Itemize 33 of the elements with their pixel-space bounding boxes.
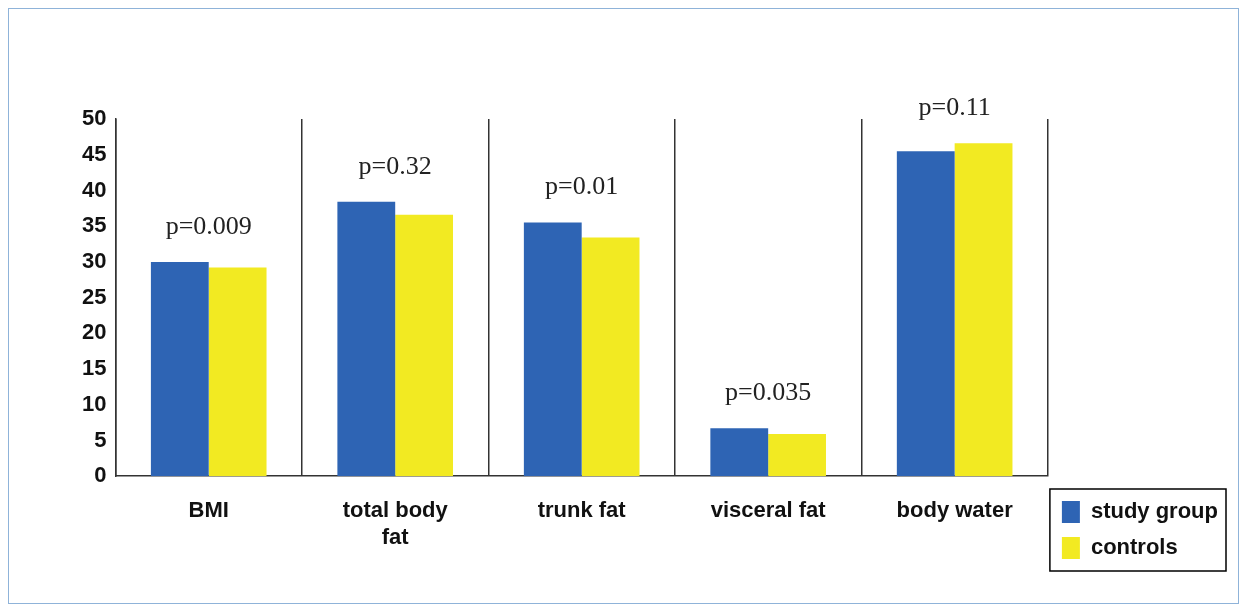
- y-tick-label: 20: [81, 319, 107, 345]
- legend-label: study group: [1090, 498, 1219, 524]
- y-tick-label: 40: [81, 176, 107, 202]
- y-tick-label: 50: [81, 105, 107, 131]
- annotation: p=0.009: [165, 210, 252, 240]
- y-tick-label: 30: [81, 247, 107, 273]
- x-tick-label: trunk fat: [537, 497, 627, 523]
- annotation: p=0.11: [918, 92, 991, 122]
- y-tick-label: 5: [94, 426, 107, 452]
- bar: [395, 214, 454, 477]
- x-tick-label: body water: [896, 497, 1014, 523]
- y-tick-label: 45: [81, 140, 107, 166]
- y-tick-label: 25: [81, 283, 107, 309]
- legend-label: controls: [1090, 534, 1178, 560]
- bar: [768, 434, 826, 477]
- y-tick-label: 0: [94, 462, 107, 488]
- annotation: p=0.035: [725, 377, 812, 407]
- y-tick-label: 35: [81, 212, 107, 238]
- x-tick-label: BMI: [188, 497, 229, 523]
- bar: [208, 267, 267, 477]
- bar: [710, 428, 769, 477]
- x-tick-label: visceral fat: [710, 497, 827, 523]
- bar: [523, 222, 582, 477]
- y-tick-label: 10: [81, 390, 107, 416]
- bar: [581, 237, 640, 477]
- annotation: p=0.32: [358, 150, 432, 180]
- annotation: p=0.01: [545, 171, 619, 201]
- x-tick-label: total body fat: [342, 497, 449, 549]
- bar: [896, 151, 955, 477]
- y-tick-label: 15: [81, 355, 107, 381]
- bar: [150, 261, 209, 477]
- bar: [954, 143, 1013, 477]
- bar: [337, 201, 396, 477]
